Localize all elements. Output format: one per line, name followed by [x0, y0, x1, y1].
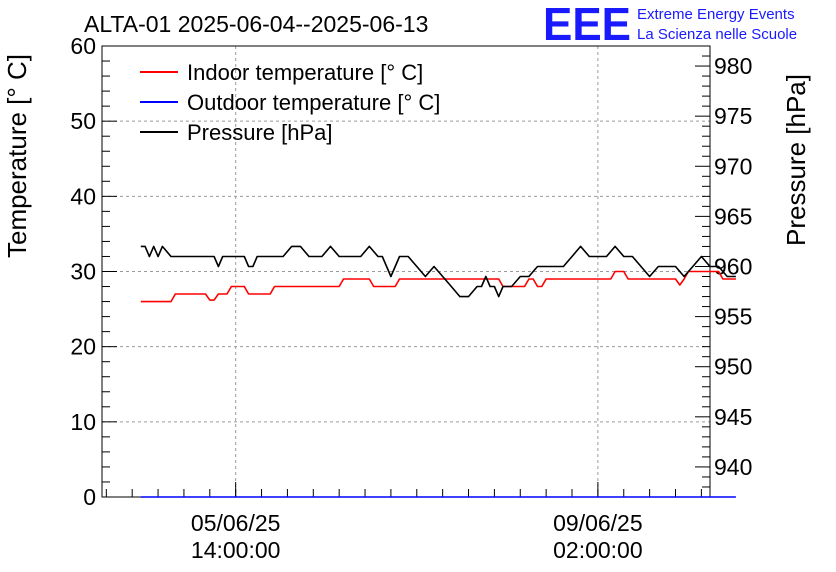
- right-tick-label: 965: [714, 203, 752, 229]
- eee-logo: EEE Extreme Energy Events La Scienza nel…: [543, 0, 797, 50]
- right-axis-label: Pressure [hPa]: [781, 74, 811, 246]
- x-tick-time-label: 02:00:00: [553, 537, 643, 563]
- right-tick-label: 980: [714, 53, 752, 79]
- right-axis: 940 945 950 955 960 965 970 975 980: [695, 45, 752, 498]
- right-tick-label: 960: [714, 253, 752, 279]
- right-tick-label: 955: [714, 304, 752, 330]
- indoor-temperature-line: [140, 270, 736, 303]
- x-tick-date-label: 09/06/25: [553, 510, 643, 536]
- left-tick-label: 20: [70, 334, 96, 360]
- left-axis: 0 10 20 30 40 50 60: [70, 33, 117, 510]
- grid-lines: [102, 46, 710, 497]
- x-tick-time-label: 14:00:00: [191, 537, 281, 563]
- eee-logo-line1: Extreme Energy Events: [637, 6, 795, 23]
- pressure-line: [140, 245, 736, 298]
- right-tick-label: 940: [714, 454, 752, 480]
- left-tick-label: 50: [70, 108, 96, 134]
- left-axis-label: Temperature [° C]: [2, 54, 32, 258]
- left-tick-label: 30: [70, 259, 96, 285]
- legend-label-outdoor: Outdoor temperature [° C]: [187, 90, 440, 115]
- left-tick-label: 60: [70, 33, 96, 59]
- legend-label-pressure: Pressure [hPa]: [187, 120, 333, 145]
- legend: Indoor temperature [° C] Outdoor tempera…: [140, 60, 440, 145]
- right-tick-label: 950: [714, 354, 752, 380]
- left-tick-label: 0: [83, 484, 96, 510]
- eee-logo-mark: EEE: [543, 0, 631, 50]
- x-tick-date-label: 05/06/25: [191, 510, 281, 536]
- right-tick-label: 945: [714, 404, 752, 430]
- left-tick-label: 40: [70, 183, 96, 209]
- chart-title: ALTA-01 2025-06-04--2025-06-13: [84, 11, 428, 37]
- eee-logo-line2: La Scienza nelle Scuole: [637, 26, 797, 43]
- right-tick-label: 975: [714, 103, 752, 129]
- legend-label-indoor: Indoor temperature [° C]: [187, 60, 423, 85]
- right-tick-label: 970: [714, 153, 752, 179]
- series-layer: [140, 245, 736, 498]
- left-tick-label: 10: [70, 409, 96, 435]
